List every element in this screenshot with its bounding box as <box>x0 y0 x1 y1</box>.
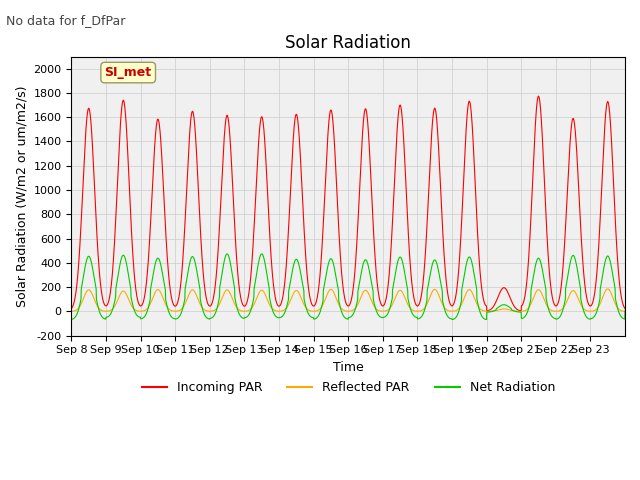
Reflected PAR <box>547 307 554 312</box>
Reflected PAR <box>517 309 525 314</box>
Incoming PAR <box>547 281 554 287</box>
Title: Solar Radiation: Solar Radiation <box>285 34 411 52</box>
Net Radiation <box>123 262 131 268</box>
Reflected PAR <box>243 308 250 314</box>
Line: Reflected PAR: Reflected PAR <box>72 289 625 312</box>
Net Radiation <box>547 312 554 317</box>
Incoming PAR <box>621 306 629 312</box>
Incoming PAR <box>614 257 621 263</box>
Net Radiation <box>614 305 621 311</box>
X-axis label: Time: Time <box>333 361 364 374</box>
Reflected PAR <box>123 292 131 298</box>
Net Radiation <box>381 313 389 319</box>
Net Radiation <box>243 314 250 320</box>
Net Radiation <box>258 251 266 257</box>
Net Radiation <box>621 308 629 314</box>
Reflected PAR <box>614 305 621 311</box>
Reflected PAR <box>515 309 523 314</box>
Legend: Incoming PAR, Reflected PAR, Net Radiation: Incoming PAR, Reflected PAR, Net Radiati… <box>136 376 560 399</box>
Incoming PAR <box>381 299 389 305</box>
Reflected PAR <box>621 309 629 314</box>
Reflected PAR <box>604 286 612 292</box>
Text: No data for f_DfPar: No data for f_DfPar <box>6 14 126 27</box>
Reflected PAR <box>68 309 76 314</box>
Net Radiation <box>449 317 456 323</box>
Net Radiation <box>68 317 76 323</box>
Line: Incoming PAR: Incoming PAR <box>72 96 625 311</box>
Text: SI_met: SI_met <box>104 66 152 79</box>
Reflected PAR <box>381 308 389 314</box>
Incoming PAR <box>483 308 491 313</box>
Y-axis label: Solar Radiation (W/m2 or um/m2/s): Solar Radiation (W/m2 or um/m2/s) <box>15 85 28 307</box>
Incoming PAR <box>68 306 76 312</box>
Incoming PAR <box>123 130 131 135</box>
Net Radiation <box>515 309 523 315</box>
Incoming PAR <box>243 301 250 307</box>
Incoming PAR <box>534 93 542 99</box>
Line: Net Radiation: Net Radiation <box>72 254 625 320</box>
Incoming PAR <box>515 308 523 313</box>
